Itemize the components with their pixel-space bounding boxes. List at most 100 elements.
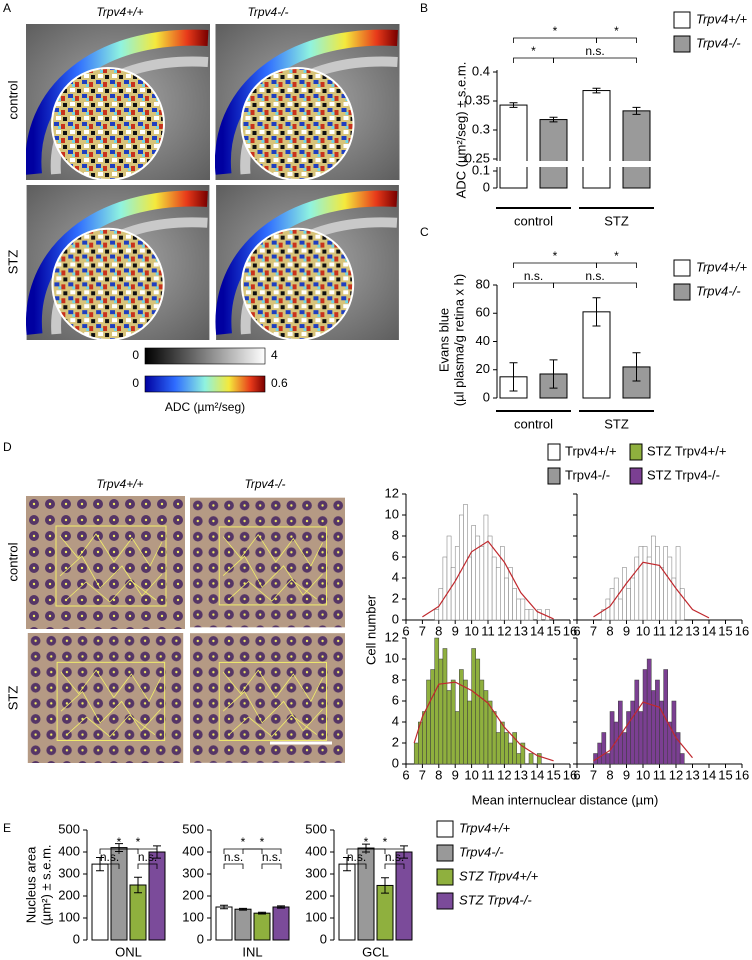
legend-label: Trpv4+/+ [459,820,510,835]
y-tick-label: 6 [392,692,399,707]
histogram-bar [626,711,631,765]
x-tick-label: 13 [685,767,699,782]
histogram-bar [605,598,611,621]
histogram-bar [622,732,627,765]
histogram-bar [663,669,668,765]
significance-bracket [596,37,637,43]
error-bar [632,352,641,382]
bar [215,906,233,941]
x-tick-label: 10 [636,767,650,782]
significance-label: n.s. [585,44,604,58]
histogram-bar [512,732,517,765]
significance-label: n.s. [347,850,366,864]
fit-curve [413,681,554,762]
histogram-bar [434,609,440,621]
y-tick-label: 0.3 [472,121,490,136]
x-tick-label: 13 [514,623,528,638]
significance-label: * [136,835,141,849]
bar [338,863,356,941]
error-bar [239,907,247,911]
row-label: STZ [5,250,20,275]
error-bar [592,297,601,327]
y-tick-label: 0 [483,389,490,404]
significance-bracket [137,863,158,869]
y-tick-label: 80 [476,276,490,291]
error-bar [632,106,641,115]
histogram-bar [479,679,485,765]
significance-label: * [614,249,619,263]
mri-stz-wt [27,185,210,340]
histogram-bar [446,690,452,765]
error-bar [549,116,558,123]
histogram-bar [467,700,472,765]
error-bar [134,876,142,894]
error-bar [258,911,266,915]
histogram-bar [504,577,509,621]
y-tick-label: 4 [392,569,399,584]
legend-label: STZ Trpv4+/+ [459,868,539,883]
histogram-bar [638,546,644,621]
y-tick-label: 0.25 [465,150,490,165]
histogram-bar [605,753,611,765]
x-tick-label: 11 [653,623,667,638]
x-tick-label: 9 [623,623,630,638]
x-tick-label: GCL [362,944,389,959]
significance-label: * [117,835,122,849]
significance-bracket [513,262,597,268]
y-tick-label: 500 [182,821,204,836]
mri-control-ko [216,24,400,180]
histogram-bar [528,609,534,621]
bar [91,863,109,941]
histogram-bar [679,588,685,621]
significance-bracket [118,848,158,854]
bar [253,912,271,941]
y-tick-label: 0.1 [472,162,490,177]
y-tick-label: 500 [58,821,80,836]
histogram-bar [487,535,493,621]
significance-bracket [553,282,637,288]
histogram-bar [524,609,530,621]
legend-swatch [629,467,643,485]
legend-label: Trpv4+/+ [696,259,747,274]
y-tick-label: 2 [392,734,399,749]
x-tick-label: 11 [481,623,495,638]
y-tick-label: 400 [58,843,80,858]
histogram-bar [516,598,522,621]
histogram-bar [459,669,464,765]
histogram-bar [634,556,640,621]
panel-letter: D [3,440,12,454]
histogram-bar [454,711,460,765]
histogram-bar [642,669,648,765]
histogram-bar [508,742,513,765]
x-tick-label: 8 [606,623,613,638]
y-axis-label: ADC (µm²/seg) ± s.e.m. [453,62,468,199]
histogram-bar [450,679,456,765]
error-bar [549,359,558,389]
significance-label: * [383,835,388,849]
y-tick-label: 0 [197,931,204,946]
x-tick-label: 15 [718,623,732,638]
fit-curve [593,561,710,619]
significance-label: n.s. [262,850,281,864]
error-bar [592,87,601,94]
panel-letter: B [420,1,428,15]
bar [539,119,568,189]
x-tick-label: 14 [530,767,544,782]
x-tick-label: INL [242,944,262,959]
legend-swatch [673,259,691,277]
y-tick-label: 0 [392,611,399,626]
histogram-bar [495,567,501,621]
y-tick-label: 12 [385,629,399,644]
histogram-bar [528,753,534,765]
colorbar-label: ADC (µm²/seg) [165,400,245,414]
histogram-bar [622,567,627,621]
x-tick-label: 16 [735,767,749,782]
x-tick-label: 8 [606,767,613,782]
histogram-bar [634,679,640,765]
histogram-bar [675,732,681,765]
legend-label: Trpv4-/- [459,844,504,859]
y-tick-label: 8 [392,527,399,542]
histogram-bar [679,753,685,765]
mri-stz-ko [216,185,399,340]
